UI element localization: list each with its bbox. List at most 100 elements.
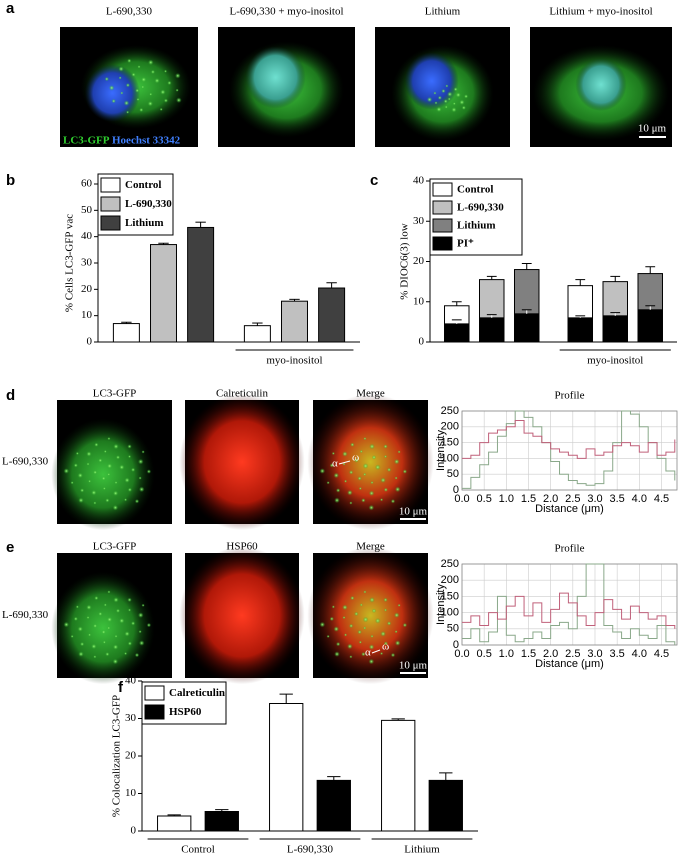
puncta [86, 451, 92, 457]
x-tick-label: 3.0 [587, 648, 602, 660]
puncta [87, 633, 92, 637]
puncta [75, 605, 79, 609]
puncta [136, 97, 140, 102]
y-tick-label: 40 [125, 675, 137, 687]
profile-line [462, 419, 676, 459]
legend-label: PI⁺ [457, 238, 474, 250]
puncta [139, 107, 144, 113]
puncta [175, 88, 179, 92]
x-tick-label: 1.0 [499, 493, 514, 505]
puncta [118, 464, 125, 471]
puncta [114, 480, 118, 485]
puncta [101, 629, 106, 635]
puncta [394, 640, 401, 646]
puncta [147, 59, 154, 66]
image-title: LC3-GFP [93, 541, 136, 553]
panel-label: a [6, 0, 15, 17]
puncta [93, 655, 97, 659]
puncta [447, 97, 451, 101]
puncta [326, 634, 330, 638]
puncta [113, 443, 119, 450]
puncta [347, 643, 353, 650]
puncta [77, 626, 84, 632]
puncta [380, 477, 386, 483]
puncta [86, 604, 92, 611]
puncta [146, 469, 152, 474]
x-tick-label: 3.0 [587, 493, 602, 505]
puncta [92, 470, 98, 475]
puncta [463, 94, 469, 99]
puncta [141, 603, 145, 607]
puncta [120, 91, 124, 95]
puncta [370, 480, 374, 485]
scale-bar-label: 10 μm [399, 660, 428, 672]
x-axis-label: Distance (μm) [535, 658, 604, 670]
puncta [127, 597, 132, 603]
y-axis-label: % Cells LC3-GFP vac [64, 214, 76, 312]
puncta [126, 110, 130, 114]
puncta [127, 454, 132, 459]
marker-arrow [338, 460, 351, 465]
puncta [349, 501, 353, 505]
puncta [137, 458, 144, 465]
puncta [383, 454, 388, 459]
puncta [127, 608, 132, 612]
bar [381, 719, 416, 832]
y-tick-label: 40 [413, 175, 425, 187]
cell-signal [179, 393, 305, 531]
x-tick-label: 4.0 [632, 648, 647, 660]
profile-line [462, 592, 676, 629]
puncta [402, 469, 408, 474]
cell-signal [179, 546, 305, 685]
puncta [127, 641, 133, 646]
puncta [131, 72, 136, 77]
puncta [358, 640, 362, 644]
puncta [115, 608, 121, 613]
bar-segment [513, 313, 540, 343]
puncta [361, 651, 366, 657]
y-tick-label: 40 [81, 230, 93, 242]
legend-label: Lithium [457, 220, 496, 232]
y-axis-label: Intensity [435, 430, 447, 471]
puncta [127, 487, 133, 492]
cell-signal [307, 546, 434, 685]
legend-swatch [432, 200, 453, 215]
bar [637, 273, 663, 311]
puncta [102, 486, 106, 491]
bar [243, 325, 271, 343]
puncta [130, 467, 136, 472]
puncta [368, 504, 375, 511]
y-tick-label: 0 [419, 336, 425, 348]
x-tick-label: 3.5 [610, 648, 625, 660]
puncta [350, 442, 355, 447]
puncta [383, 608, 388, 612]
puncta [445, 84, 449, 88]
puncta [154, 77, 160, 84]
puncta [386, 621, 392, 626]
puncta [107, 626, 111, 630]
bar [187, 226, 215, 343]
puncta [137, 65, 141, 69]
bar [428, 779, 463, 832]
puncta [459, 99, 465, 106]
profile-line [462, 563, 676, 645]
y-tick-label: 100 [441, 452, 459, 464]
image-title: Merge [356, 541, 385, 553]
puncta [343, 633, 348, 637]
puncta [363, 590, 367, 594]
image-title: LC3-GFP [93, 388, 136, 400]
x-tick-label: 0.5 [477, 648, 492, 660]
puncta [125, 82, 131, 88]
legend-swatch [144, 704, 165, 720]
puncta [118, 617, 125, 624]
marker: ω [352, 452, 359, 464]
cell-signal [575, 58, 627, 111]
x-tick-label: 1.0 [499, 648, 514, 660]
y-axis-label: % Colocalization LC3-GFP [111, 695, 123, 817]
x-tick-label: 0.0 [454, 648, 469, 660]
puncta [343, 479, 348, 483]
puncta [149, 92, 153, 96]
y-tick-label: 0 [453, 484, 459, 496]
puncta [102, 640, 106, 644]
